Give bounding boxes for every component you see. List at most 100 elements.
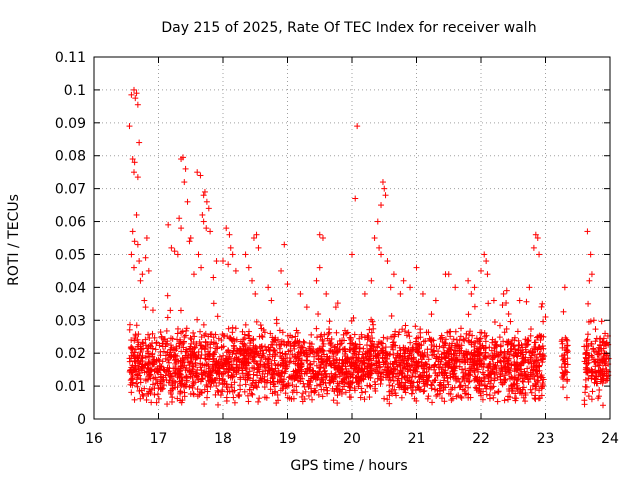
data-point bbox=[271, 389, 278, 396]
data-point bbox=[131, 367, 138, 374]
data-point bbox=[349, 251, 355, 258]
data-point bbox=[215, 371, 222, 378]
data-point bbox=[359, 375, 366, 382]
data-point bbox=[177, 307, 184, 314]
data-point bbox=[213, 383, 220, 390]
data-point bbox=[200, 218, 207, 225]
data-point bbox=[582, 376, 589, 383]
data-point bbox=[475, 378, 482, 385]
data-point bbox=[208, 331, 215, 338]
data-point bbox=[212, 391, 219, 398]
data-point bbox=[519, 378, 526, 385]
data-point bbox=[350, 350, 357, 357]
data-point bbox=[503, 287, 510, 294]
data-point bbox=[495, 388, 502, 395]
data-point bbox=[491, 375, 498, 382]
data-point bbox=[402, 322, 409, 329]
data-point bbox=[145, 353, 152, 360]
data-point bbox=[407, 284, 414, 291]
data-point bbox=[257, 322, 264, 329]
data-point bbox=[250, 371, 257, 378]
data-point bbox=[313, 382, 320, 389]
data-point bbox=[429, 352, 436, 359]
data-point bbox=[279, 369, 286, 376]
data-point bbox=[455, 392, 462, 399]
data-point bbox=[352, 340, 359, 347]
data-point bbox=[468, 338, 475, 345]
data-point bbox=[278, 267, 285, 274]
data-point bbox=[328, 335, 335, 342]
data-point bbox=[592, 376, 599, 383]
data-point bbox=[178, 225, 185, 232]
data-point bbox=[134, 174, 141, 181]
data-point bbox=[241, 335, 248, 342]
data-point bbox=[215, 335, 222, 342]
data-point bbox=[592, 369, 599, 376]
data-point bbox=[426, 373, 433, 380]
y-tick-label: 0.1 bbox=[64, 83, 86, 99]
data-point bbox=[426, 364, 433, 371]
data-point bbox=[496, 322, 503, 329]
data-point bbox=[527, 386, 534, 393]
data-point bbox=[142, 254, 149, 261]
data-point bbox=[589, 388, 596, 395]
data-point bbox=[230, 336, 237, 343]
data-point bbox=[560, 384, 567, 391]
data-point bbox=[227, 244, 234, 251]
data-point bbox=[386, 400, 393, 407]
data-point bbox=[317, 364, 324, 371]
data-point bbox=[375, 341, 382, 348]
data-point bbox=[313, 325, 320, 332]
data-point bbox=[520, 394, 527, 401]
data-point bbox=[539, 300, 546, 307]
data-point bbox=[441, 339, 448, 346]
data-point bbox=[201, 401, 208, 408]
data-point bbox=[205, 205, 212, 212]
data-point bbox=[422, 337, 429, 344]
data-point bbox=[311, 388, 318, 395]
data-point bbox=[253, 231, 260, 238]
data-point bbox=[225, 366, 232, 373]
data-point bbox=[211, 349, 218, 356]
data-point bbox=[245, 398, 252, 405]
data-point bbox=[361, 396, 368, 403]
data-point bbox=[156, 363, 163, 370]
data-point bbox=[376, 244, 383, 251]
data-point bbox=[450, 364, 457, 371]
data-point bbox=[603, 366, 610, 373]
data-point bbox=[561, 284, 568, 291]
data-point bbox=[180, 154, 187, 161]
data-point bbox=[225, 261, 232, 268]
data-point bbox=[168, 244, 175, 251]
data-point bbox=[523, 372, 530, 379]
data-point bbox=[492, 341, 499, 348]
data-point bbox=[345, 356, 352, 363]
data-point bbox=[129, 156, 136, 163]
data-point bbox=[313, 362, 320, 369]
data-point bbox=[425, 393, 432, 400]
data-point bbox=[499, 302, 506, 309]
data-point bbox=[542, 313, 549, 320]
data-point bbox=[347, 384, 354, 391]
data-point bbox=[401, 350, 408, 357]
data-point bbox=[194, 366, 201, 373]
data-point bbox=[267, 330, 274, 337]
data-point bbox=[505, 339, 512, 346]
data-point bbox=[321, 367, 328, 374]
data-point bbox=[308, 385, 315, 392]
data-point bbox=[356, 341, 363, 348]
data-point bbox=[412, 323, 419, 330]
data-point bbox=[190, 363, 197, 370]
data-point bbox=[151, 361, 158, 368]
data-point bbox=[162, 336, 169, 343]
data-point bbox=[247, 340, 254, 347]
data-point bbox=[236, 358, 243, 365]
data-point bbox=[326, 318, 333, 325]
data-point bbox=[489, 336, 496, 343]
data-point bbox=[334, 392, 341, 399]
data-point bbox=[605, 355, 612, 362]
data-point bbox=[133, 380, 140, 387]
y-tick-label: 0.06 bbox=[55, 215, 86, 231]
data-point bbox=[482, 353, 489, 360]
data-point bbox=[198, 351, 205, 358]
